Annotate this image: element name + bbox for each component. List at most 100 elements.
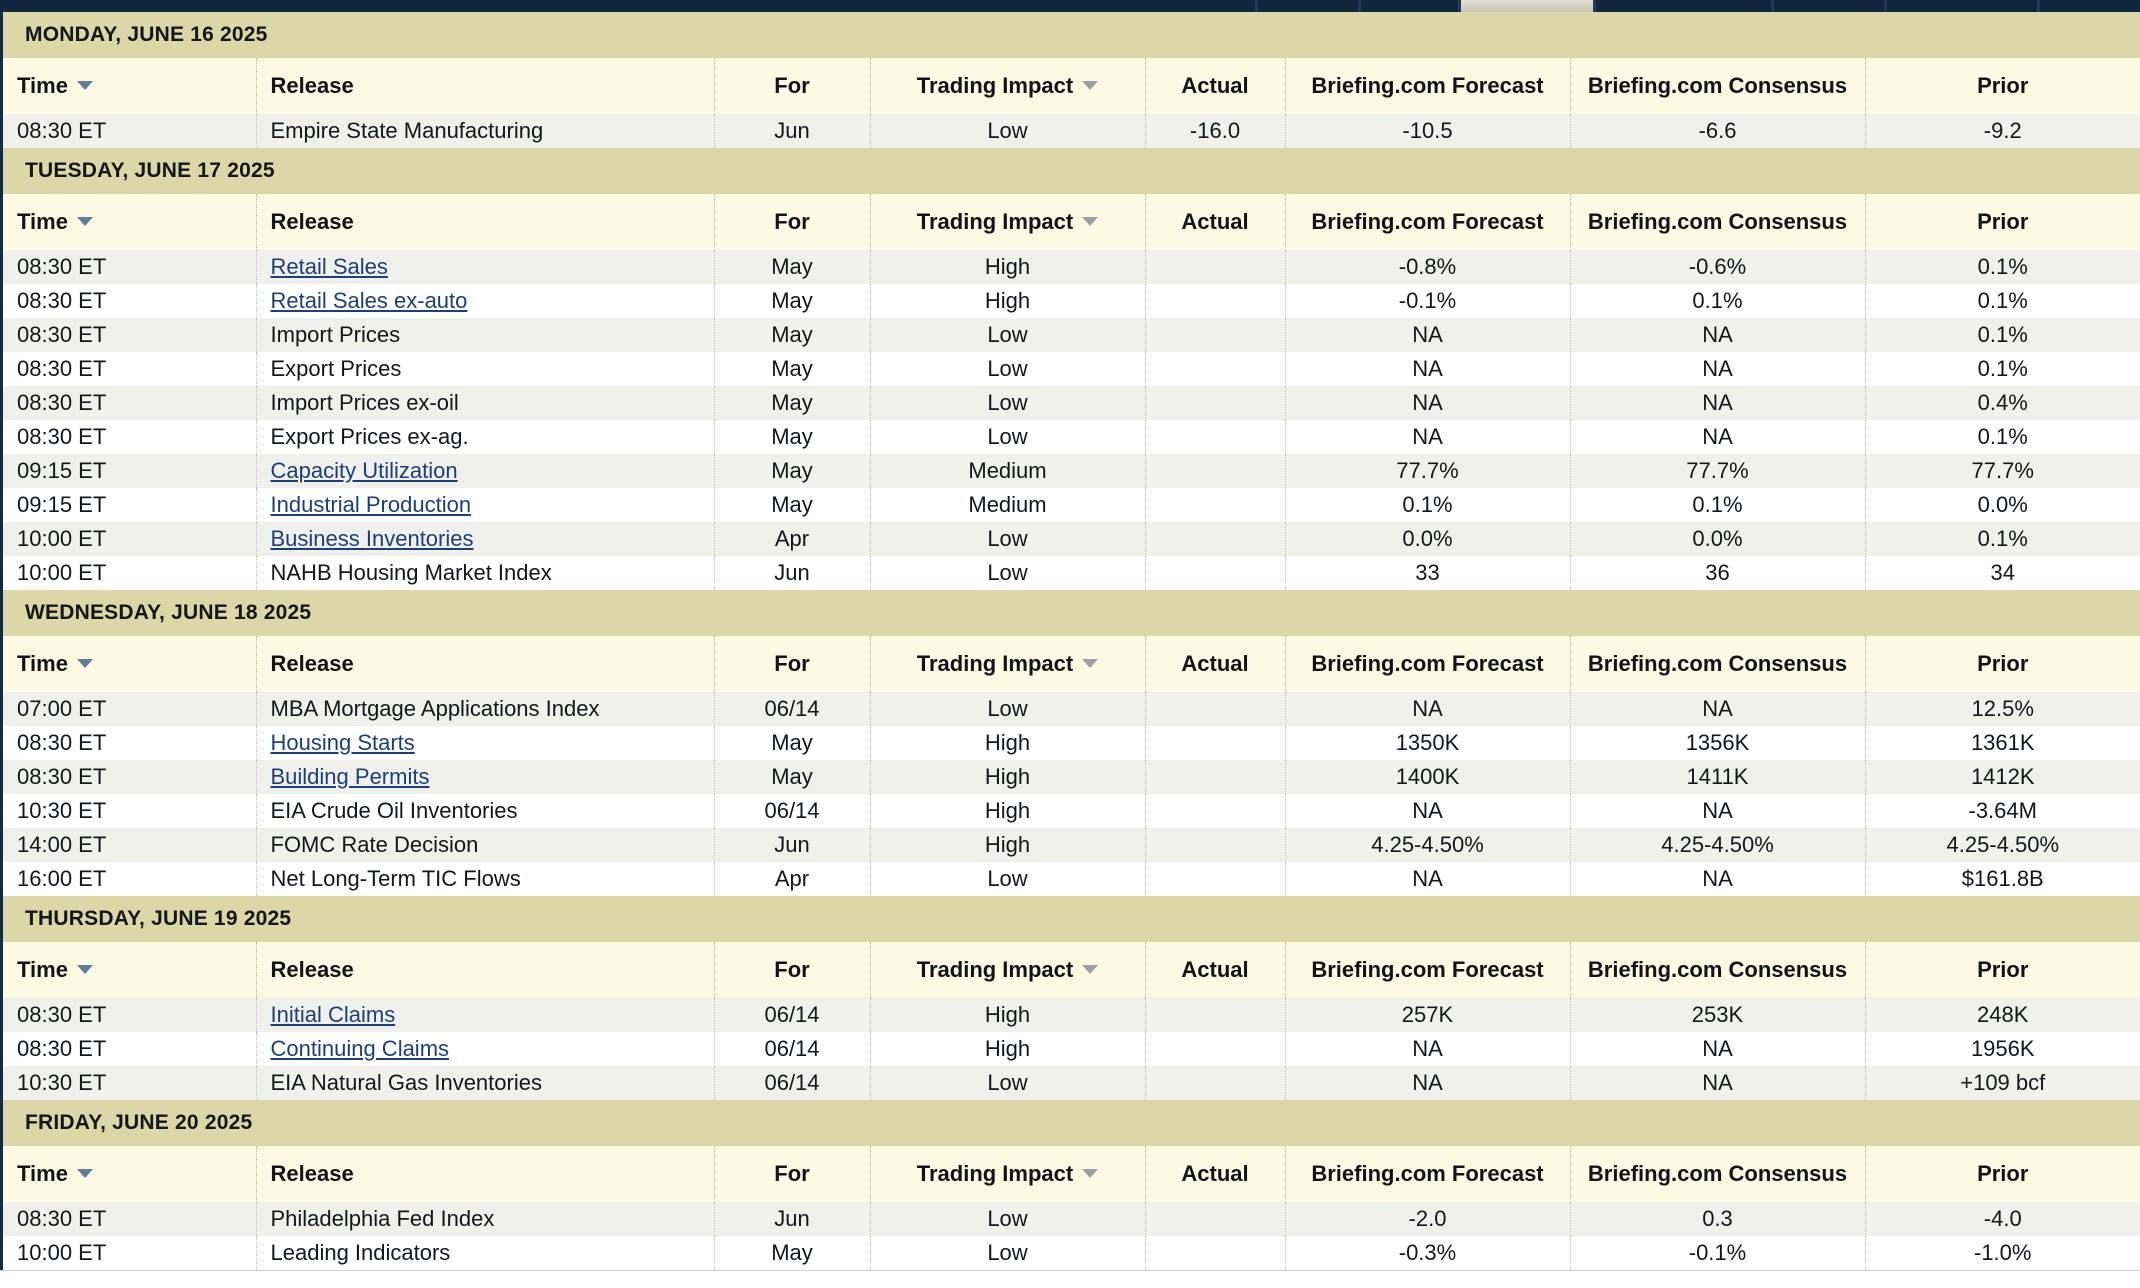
column-header-for-label: For [774,651,810,676]
column-header-for[interactable]: For [714,1146,871,1202]
column-header-forecast[interactable]: Briefing.com Forecast [1285,1146,1571,1202]
release-link[interactable]: Housing Starts [270,730,415,755]
cell-release: MBA Mortgage Applications Index [256,692,715,726]
table-header-row: Time Release For Trading Impact Actual Briefi… [3,636,2140,692]
table-row: 08:30 ET Empire State Manufacturing Jun Low… [3,114,2140,148]
column-header-forecast[interactable]: Briefing.com Forecast [1285,58,1571,114]
cell-for: 06/14 [714,794,871,828]
column-header-prior[interactable]: Prior [1865,194,2140,250]
cell-forecast: -2.0 [1285,1202,1571,1236]
sort-descending-icon[interactable] [1082,1169,1099,1178]
table-row: 08:30 ET Continuing Claims 06/14 High NA NA 19… [3,1032,2140,1066]
column-header-actual[interactable]: Actual [1145,58,1286,114]
column-header-consensus[interactable]: Briefing.com Consensus [1570,58,1866,114]
cell-actual [1145,1236,1286,1270]
sort-descending-icon[interactable] [76,81,93,90]
column-header-actual[interactable]: Actual [1145,1146,1286,1202]
nav-tab-6[interactable] [1884,0,2037,12]
sort-descending-icon[interactable] [76,1169,93,1178]
column-header-forecast[interactable]: Briefing.com Forecast [1285,942,1571,998]
cell-for: May [714,386,871,420]
nav-tab-5[interactable] [1771,0,1884,12]
column-header-for[interactable]: For [714,636,871,692]
column-header-release[interactable]: Release [256,194,715,250]
column-header-trading-impact[interactable]: Trading Impact [870,1146,1146,1202]
table-row: 10:00 ET NAHB Housing Market Index Jun Low 3… [3,556,2140,590]
sort-descending-icon[interactable] [76,659,93,668]
release-link[interactable]: Industrial Production [270,492,472,517]
column-header-trading-impact[interactable]: Trading Impact [870,942,1146,998]
column-header-consensus[interactable]: Briefing.com Consensus [1570,636,1866,692]
cell-forecast: -0.8% [1285,250,1571,284]
cell-consensus: NA [1570,692,1866,726]
column-header-trading-impact[interactable]: Trading Impact [870,636,1146,692]
cell-prior: 77.7% [1865,454,2140,488]
table-row: 10:00 ET Leading Indicators May Low -0.3% -0.… [3,1236,2140,1270]
release-link[interactable]: Capacity Utilization [270,458,458,483]
sort-descending-icon[interactable] [1082,965,1099,974]
column-header-forecast[interactable]: Briefing.com Forecast [1285,194,1571,250]
cell-impact: Medium [870,488,1146,522]
cell-for: May [714,454,871,488]
column-header-consensus[interactable]: Briefing.com Consensus [1570,1146,1866,1202]
sort-descending-icon[interactable] [1082,217,1099,226]
table-header-row: Time Release For Trading Impact Actual Briefi… [3,58,2140,114]
column-header-prior[interactable]: Prior [1865,942,2140,998]
cell-actual [1145,250,1286,284]
column-header-consensus[interactable]: Briefing.com Consensus [1570,194,1866,250]
column-header-prior[interactable]: Prior [1865,58,2140,114]
column-header-trading-impact[interactable]: Trading Impact [870,58,1146,114]
column-header-trading-impact[interactable]: Trading Impact [870,194,1146,250]
nav-tab-7[interactable] [2037,0,2140,12]
column-header-time[interactable]: Time [3,58,257,114]
cell-prior: 1412K [1865,760,2140,794]
cell-impact: High [870,284,1146,318]
release-link[interactable]: Business Inventories [270,526,474,551]
column-header-forecast-label: Briefing.com Forecast [1311,651,1544,676]
column-header-release[interactable]: Release [256,58,715,114]
column-header-consensus-label: Briefing.com Consensus [1587,1161,1848,1186]
nav-tab-4[interactable] [1593,0,1771,12]
cell-actual [1145,1202,1286,1236]
column-header-trading-impact-label: Trading Impact [916,73,1074,98]
column-header-time[interactable]: Time [3,636,257,692]
column-header-release[interactable]: Release [256,942,715,998]
column-header-time[interactable]: Time [3,194,257,250]
cell-release: Building Permits [256,760,715,794]
cell-impact: High [870,828,1146,862]
column-header-for[interactable]: For [714,194,871,250]
cell-impact: High [870,794,1146,828]
release-link[interactable]: Retail Sales ex-auto [270,288,468,313]
sort-descending-icon[interactable] [1082,81,1099,90]
column-header-prior[interactable]: Prior [1865,1146,2140,1202]
column-header-time[interactable]: Time [3,942,257,998]
sort-descending-icon[interactable] [76,217,93,226]
column-header-consensus[interactable]: Briefing.com Consensus [1570,942,1866,998]
release-link[interactable]: Retail Sales [270,254,388,279]
column-header-forecast[interactable]: Briefing.com Forecast [1285,636,1571,692]
column-header-actual[interactable]: Actual [1145,636,1286,692]
column-header-actual[interactable]: Actual [1145,942,1286,998]
cell-release: EIA Natural Gas Inventories [256,1066,715,1100]
sort-descending-icon[interactable] [1082,659,1099,668]
cell-for: Jun [714,556,871,590]
nav-tab-2[interactable] [1358,0,1458,12]
release-link[interactable]: Building Permits [270,764,430,789]
nav-tab-1[interactable] [1255,0,1358,12]
cell-prior: 34 [1865,556,2140,590]
column-header-for[interactable]: For [714,58,871,114]
column-header-prior[interactable]: Prior [1865,636,2140,692]
column-header-actual[interactable]: Actual [1145,194,1286,250]
column-header-for[interactable]: For [714,942,871,998]
column-header-release[interactable]: Release [256,636,715,692]
cell-forecast: 1400K [1285,760,1571,794]
cell-impact: Low [870,1202,1146,1236]
column-header-time[interactable]: Time [3,1146,257,1202]
cell-for: Apr [714,522,871,556]
column-header-release[interactable]: Release [256,1146,715,1202]
release-link[interactable]: Initial Claims [270,1002,396,1027]
cell-impact: High [870,250,1146,284]
nav-tab-active[interactable] [1458,0,1593,12]
release-link[interactable]: Continuing Claims [270,1036,450,1061]
sort-descending-icon[interactable] [76,965,93,974]
